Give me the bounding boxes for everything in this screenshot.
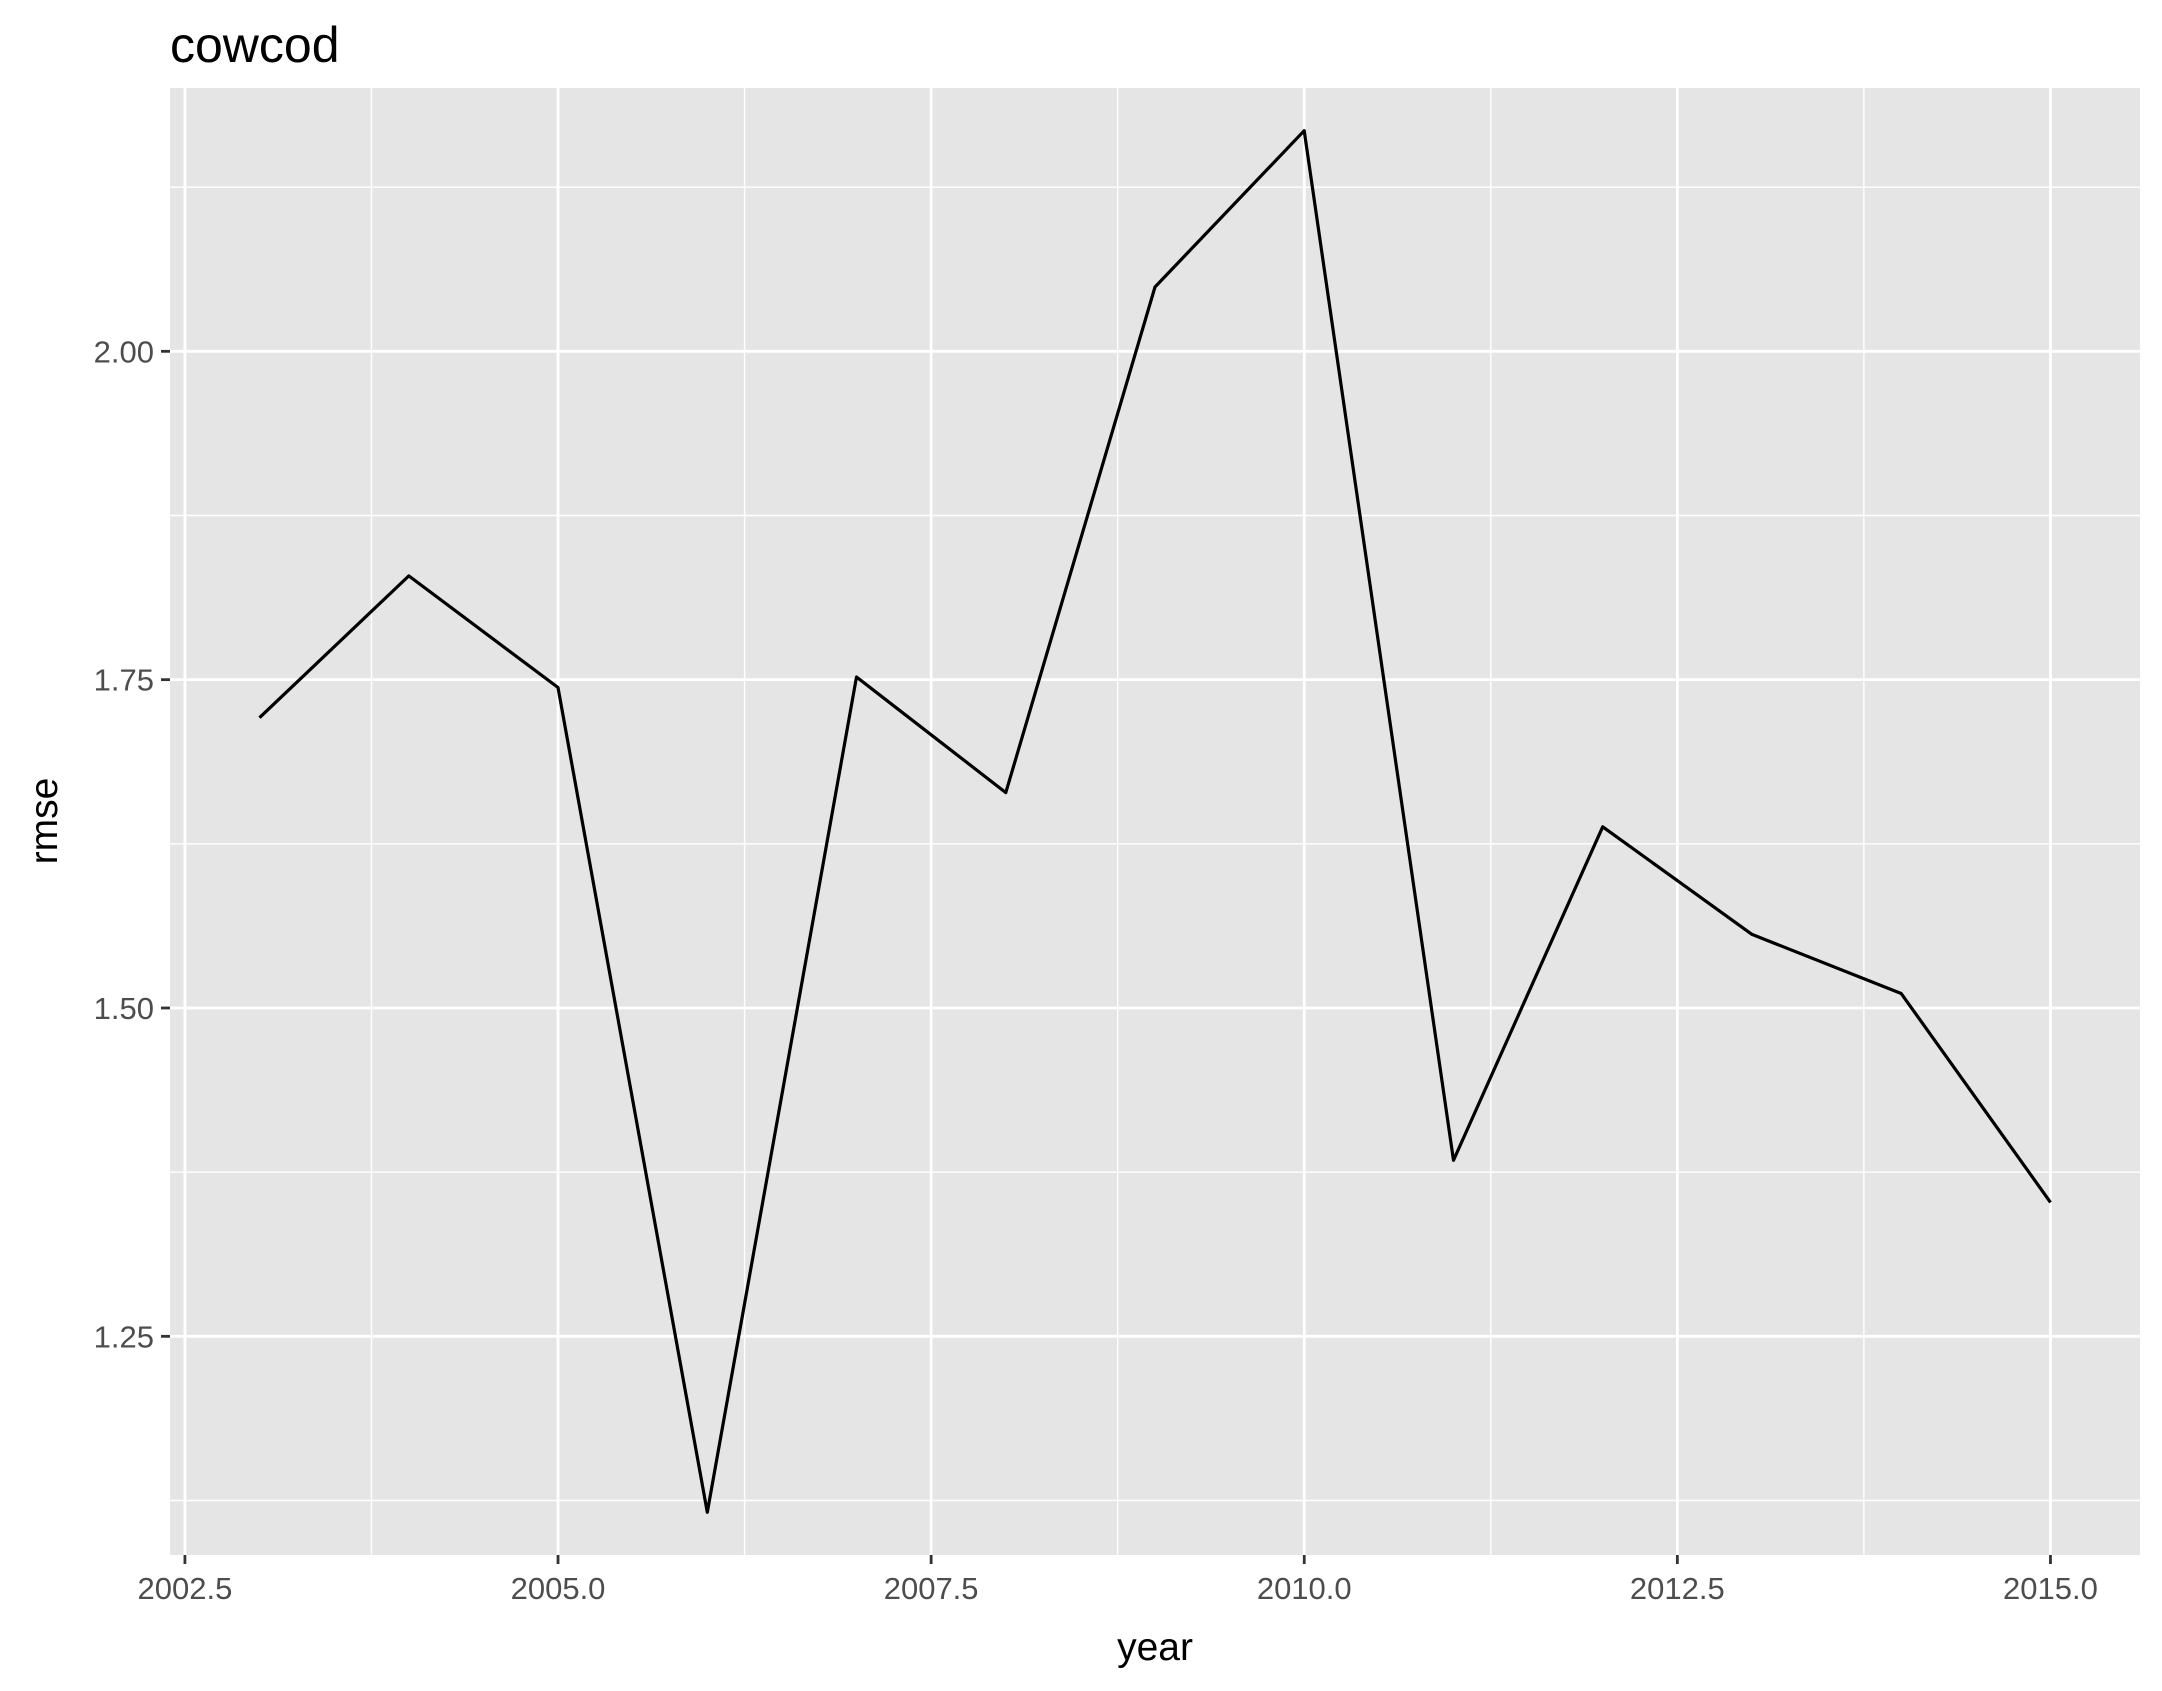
x-axis-title: year [1117,1626,1193,1669]
x-tick-label: 2002.5 [138,1571,233,1606]
rmse-series-line [258,129,2052,1514]
y-tick-label: 1.50 [94,991,154,1026]
y-tick-label: 1.25 [94,1319,154,1354]
x-tick-label: 2015.0 [2003,1571,2098,1606]
x-axis: 2002.5 2005.0 2007.5 2010.0 2012.5 2015.0 [138,1555,2098,1606]
x-tick-label: 2007.5 [884,1571,979,1606]
x-tick-label: 2005.0 [511,1571,606,1606]
y-tick-label: 1.75 [94,663,154,698]
y-tick-label: 2.00 [94,334,154,369]
y-axis-title: rmse [23,778,66,865]
y-axis: 1.25 1.50 1.75 2.00 [94,334,170,1354]
x-tick-label: 2010.0 [1257,1571,1352,1606]
minor-gridlines [170,88,2140,1555]
x-tick-label: 2012.5 [1630,1571,1725,1606]
plot-panel [170,88,2140,1555]
chart-title: cowcod [170,17,340,73]
major-gridlines [170,88,2140,1555]
